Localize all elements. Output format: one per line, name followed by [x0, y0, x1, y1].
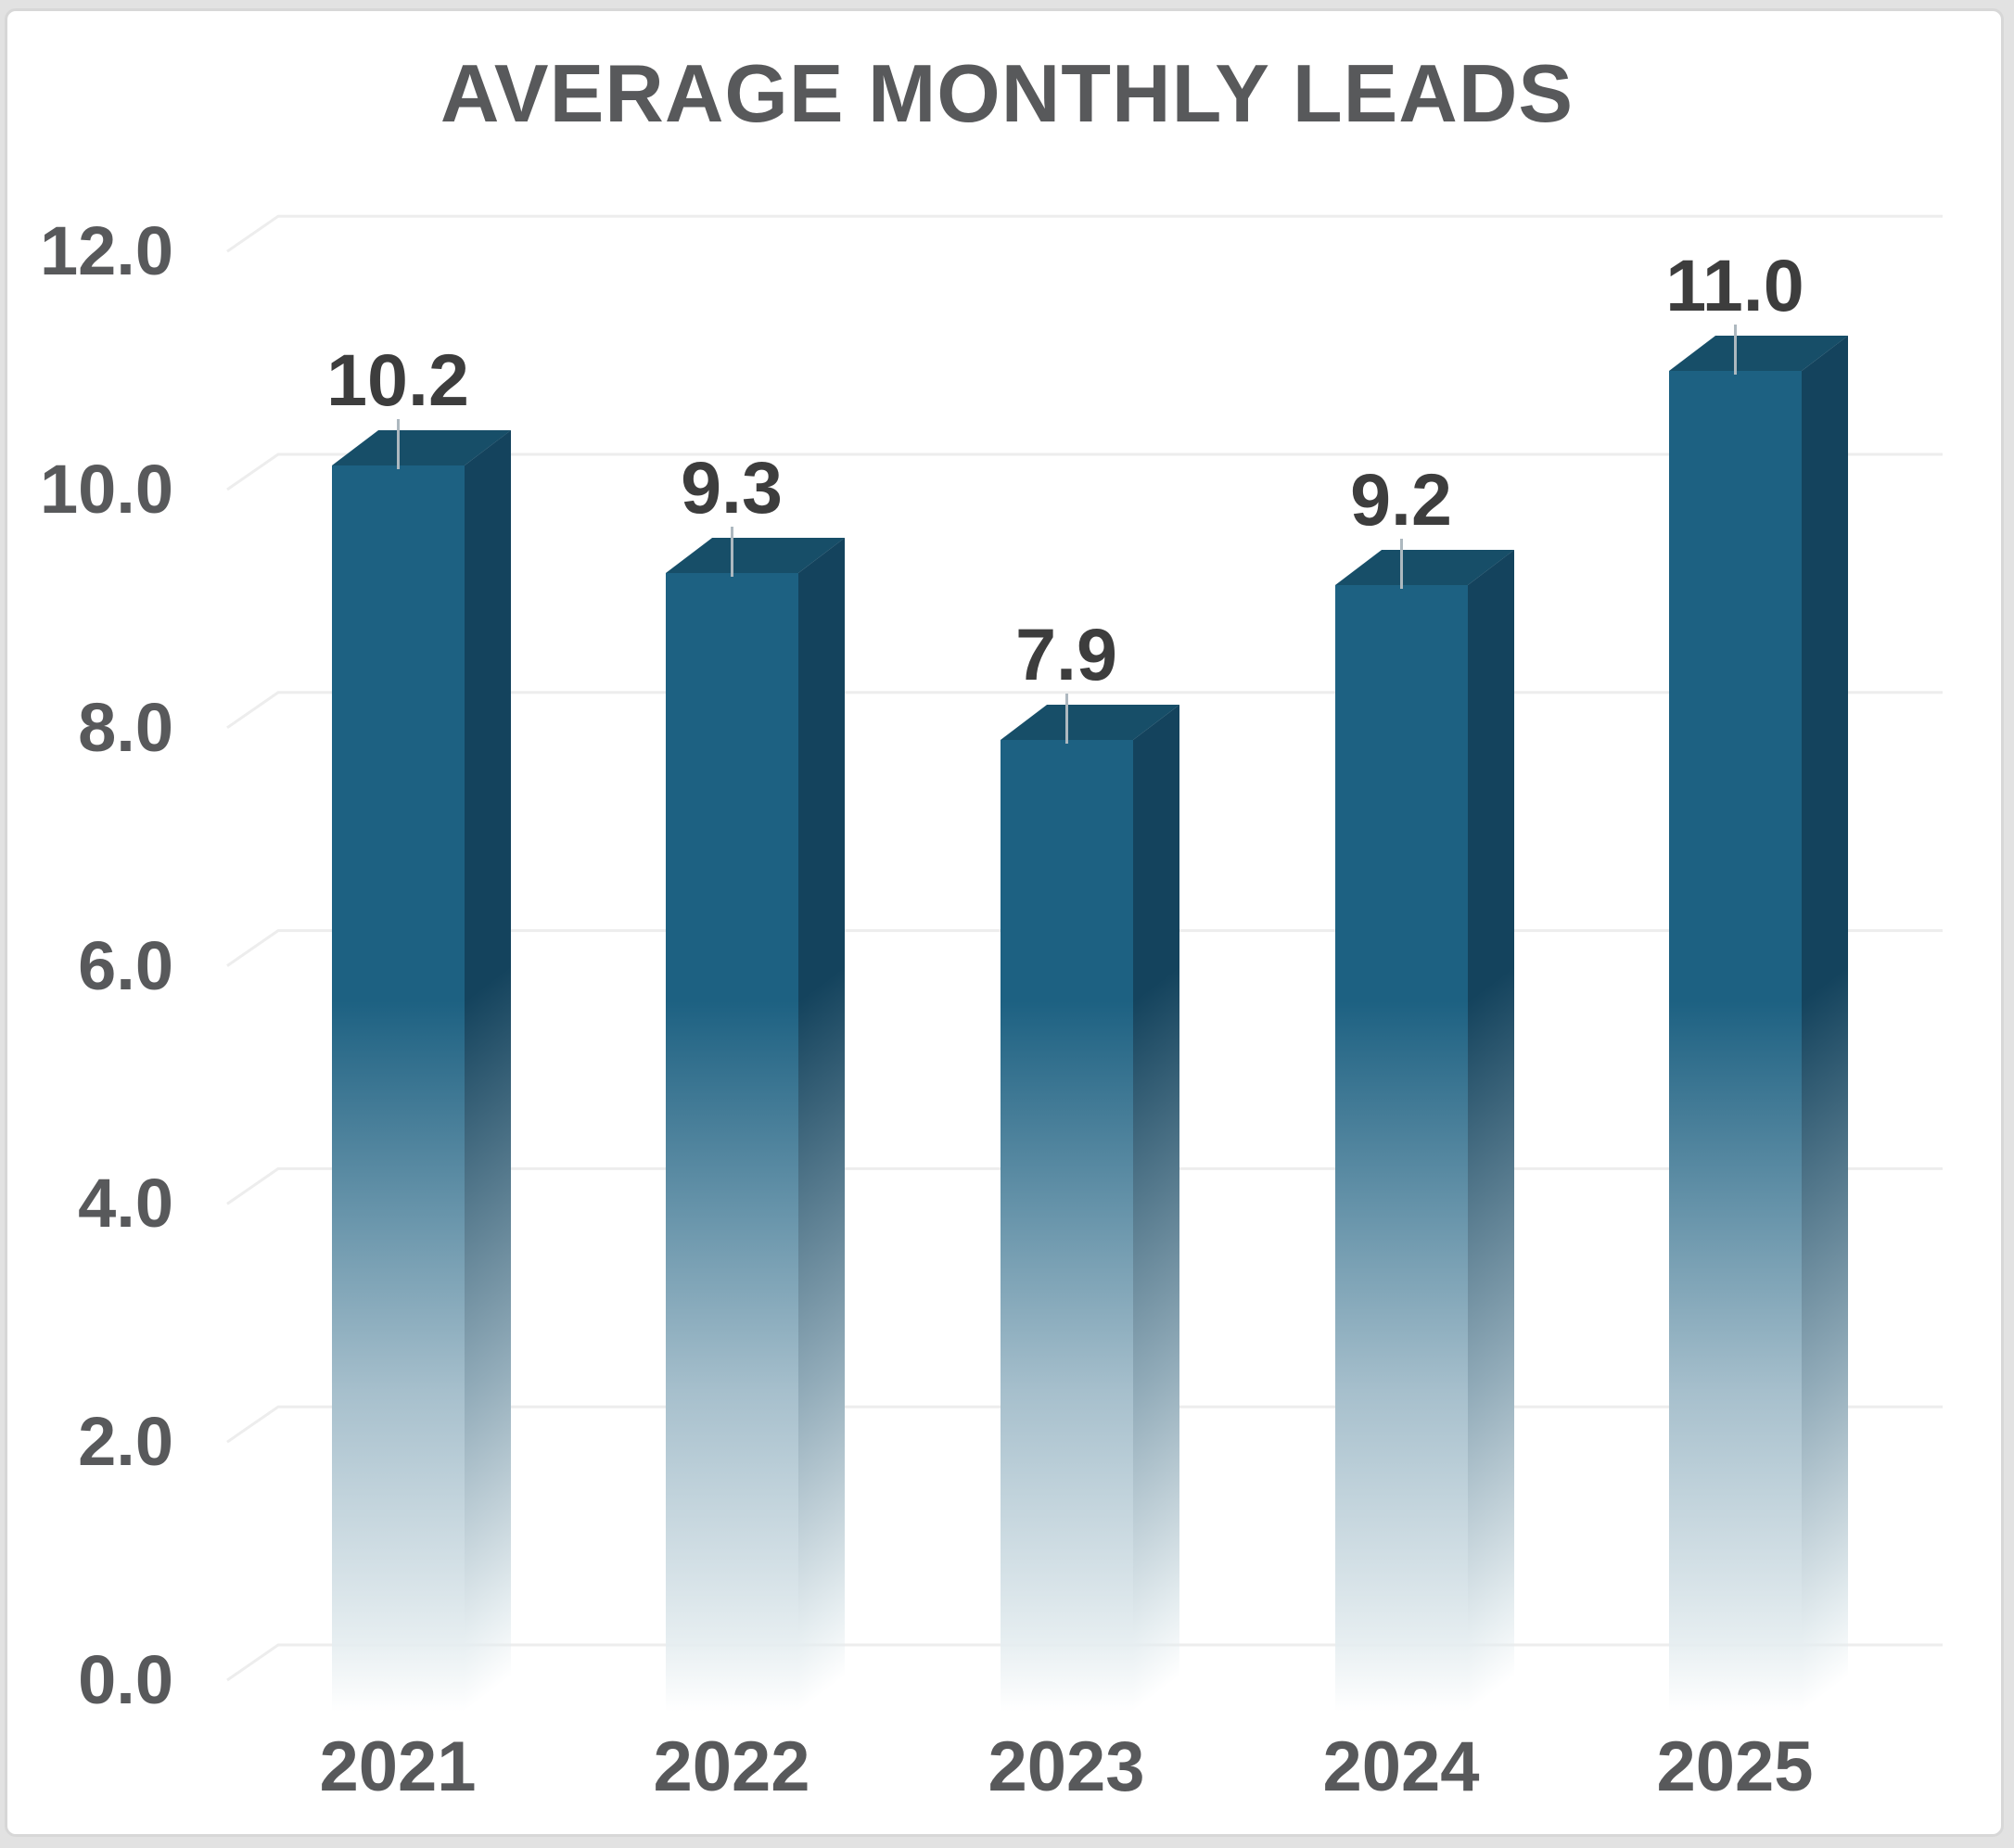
leader-line — [1733, 324, 1737, 375]
chart-title: AVERAGE MONTHLY LEADS — [440, 47, 1574, 139]
data-label: 9.3 — [681, 445, 783, 529]
data-label: 11.0 — [1665, 243, 1804, 326]
leader-line — [1399, 538, 1403, 589]
x-axis-label: 2025 — [1656, 1727, 1814, 1806]
x-axis-label: 2021 — [319, 1727, 477, 1806]
bar-side-face — [1801, 335, 1848, 1712]
bar-side-face — [797, 537, 845, 1712]
x-axis-label: 2024 — [1322, 1727, 1480, 1806]
bar-front-face — [1000, 739, 1133, 1712]
x-axis-label: 2022 — [653, 1727, 810, 1806]
bar-side-face — [1132, 704, 1179, 1712]
y-axis-label: 0.0 — [78, 1641, 173, 1718]
bar-side-face — [1467, 549, 1514, 1712]
bar-front-face — [1334, 584, 1468, 1712]
leader-line — [730, 526, 733, 577]
bar-side-face — [464, 430, 511, 1712]
leader-line — [1064, 693, 1068, 744]
bar-front-face — [1668, 370, 1802, 1712]
y-axis-label: 8.0 — [78, 688, 173, 766]
y-axis-label: 12.0 — [39, 212, 173, 290]
gridline — [226, 214, 1943, 253]
y-axis-label: 6.0 — [78, 926, 173, 1004]
leader-line — [396, 419, 400, 470]
y-axis-label: 10.0 — [39, 451, 173, 528]
data-label: 9.2 — [1350, 457, 1452, 541]
y-axis-label: 2.0 — [78, 1403, 173, 1481]
x-axis-label: 2023 — [988, 1727, 1145, 1806]
bar-front-face — [665, 572, 798, 1712]
gridline — [226, 452, 1943, 491]
data-label: 10.2 — [326, 338, 469, 422]
data-label: 7.9 — [1015, 612, 1117, 695]
y-axis-label: 4.0 — [78, 1165, 173, 1243]
bar-front-face — [331, 465, 465, 1712]
